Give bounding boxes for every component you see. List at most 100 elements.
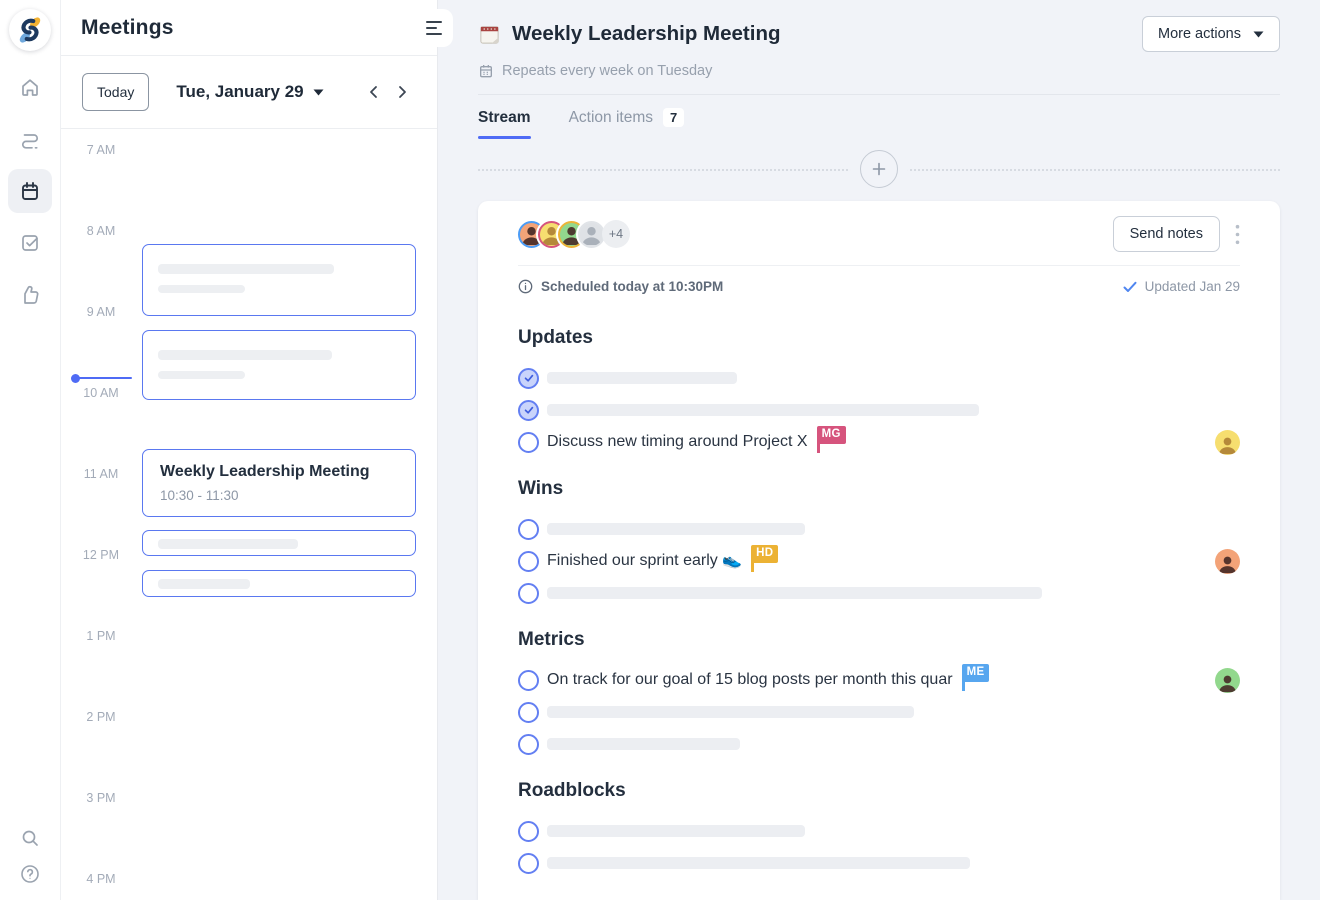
time-label: 10 AM [83,386,119,400]
checklist-item[interactable]: Discuss new timing around Project X MG [518,425,1240,458]
chevron-left-icon [370,86,377,98]
info-icon [518,279,533,294]
date-label: Tue, January 29 [176,82,304,101]
left-rail [0,0,61,900]
redacted-text-bar [547,523,805,535]
checkbox-unchecked-icon[interactable] [518,820,539,842]
add-note-button[interactable] [860,150,898,188]
checkbox-unchecked-icon[interactable] [518,582,539,604]
checkbox-checked-icon[interactable] [518,367,539,389]
checklist-item[interactable] [518,394,1240,426]
redacted-text-bar [158,350,332,360]
chevron-right-icon [399,86,406,98]
tasks-icon [22,235,38,251]
meeting-detail-panel: Weekly Leadership Meeting More actions R… [438,0,1320,900]
sidebar-title: Meetings [81,15,174,39]
calendar-icon [22,182,38,200]
today-button[interactable]: Today [82,73,150,111]
time-label: 12 PM [82,548,120,562]
checkbox-checked-icon[interactable] [518,399,539,421]
author-avatar [1215,429,1240,455]
search-button[interactable] [18,826,42,850]
checklist-item[interactable]: Finished our sprint early 👟 HD [518,544,1240,577]
action-items-count-badge: 7 [662,108,685,127]
redacted-text-bar [547,857,970,869]
calendar-event[interactable] [142,244,416,316]
card-menu-button[interactable] [1235,224,1240,245]
nav-tasks[interactable] [8,221,52,265]
person-silhouette [1219,675,1236,692]
item-text[interactable]: On track for our goal of 15 blog posts p… [547,670,953,688]
notepad-emoji-icon [480,25,499,44]
person-silhouette [562,226,581,245]
checkbox-unchecked-icon[interactable] [518,669,539,691]
streams-icon [22,134,38,149]
card-header: +4 Send notes [518,201,1240,266]
person-silhouette [542,226,561,245]
calendar-event[interactable] [142,530,416,556]
notes-card: +4 Send notes Scheduled today at 10:30PM… [478,201,1280,900]
item-text[interactable]: Finished our sprint early 👟 [547,551,743,569]
checklist-item[interactable] [518,696,1240,728]
more-attendees-chip[interactable]: +4 [602,220,630,248]
event-title: Weekly Leadership Meeting [160,463,370,480]
time-label: 1 PM [86,629,116,643]
author-avatar [1215,548,1240,574]
checklist-item[interactable]: On track for our goal of 15 blog posts p… [518,663,1240,696]
nav-feedback[interactable] [8,273,52,317]
author-avatar [1215,667,1240,693]
redacted-text-bar [547,404,979,416]
checklist-item[interactable] [518,513,1240,545]
checklist-item[interactable] [518,577,1240,609]
collaborator-initials: HD [751,544,779,563]
help-button[interactable] [18,862,42,886]
more-actions-button[interactable]: More actions [1141,16,1280,52]
prev-day-button[interactable] [360,78,388,106]
next-day-button[interactable] [388,78,416,106]
collaborator-cursor: MG [816,425,846,453]
page-title: Weekly Leadership Meeting [512,22,781,45]
person-silhouette [522,226,541,245]
meeting-header: Weekly Leadership Meeting More actions R… [478,0,1280,95]
redacted-text-bar [547,372,737,384]
person-silhouette [582,226,601,245]
date-selector[interactable]: Tue, January 29 [176,82,324,102]
collapse-icon [426,21,442,23]
calendar-event[interactable]: Weekly Leadership Meeting 10:30 - 11:30 [142,449,416,517]
checkbox-unchecked-icon[interactable] [518,518,539,540]
tab-stream[interactable]: Stream [478,109,531,139]
checklist-item[interactable] [518,815,1240,847]
send-notes-button[interactable]: Send notes [1112,216,1220,252]
checklist-item[interactable] [518,728,1240,760]
person-silhouette [1219,556,1236,573]
collapse-sidebar-button[interactable] [421,9,453,47]
plus-icon [872,162,886,176]
soapbox-logo [9,9,51,51]
checkbox-unchecked-icon[interactable] [518,701,539,723]
help-icon [21,865,39,883]
section-title: Roadblocks [518,780,626,801]
collaborator-cursor: ME [961,663,990,691]
checkbox-unchecked-icon[interactable] [518,431,539,453]
nav-meetings[interactable] [8,169,52,213]
checklist-item[interactable] [518,362,1240,394]
current-time-indicator [71,373,132,383]
checkbox-unchecked-icon[interactable] [518,550,539,572]
meetings-sidebar: Meetings Today Tue, January 29 7 AM 8 AM 9… [61,0,453,900]
checkbox-unchecked-icon[interactable] [518,733,539,755]
nav-streams[interactable] [8,117,52,161]
time-label: 4 PM [86,872,116,886]
item-text[interactable]: Discuss new timing around Project X [547,432,808,450]
event-time: 10:30 - 11:30 [160,488,239,503]
checkbox-unchecked-icon[interactable] [518,852,539,874]
calendar-event[interactable] [142,330,416,400]
redacted-text-bar [158,285,245,293]
redacted-text-bar [547,706,914,718]
redacted-text-bar [158,264,334,274]
calendar-event[interactable] [142,570,416,597]
checklist-item[interactable] [518,847,1240,879]
redacted-text-bar [158,371,245,379]
tab-action-items[interactable]: Action items 7 [569,108,685,139]
person-silhouette [1219,437,1236,454]
nav-home[interactable] [8,65,52,109]
